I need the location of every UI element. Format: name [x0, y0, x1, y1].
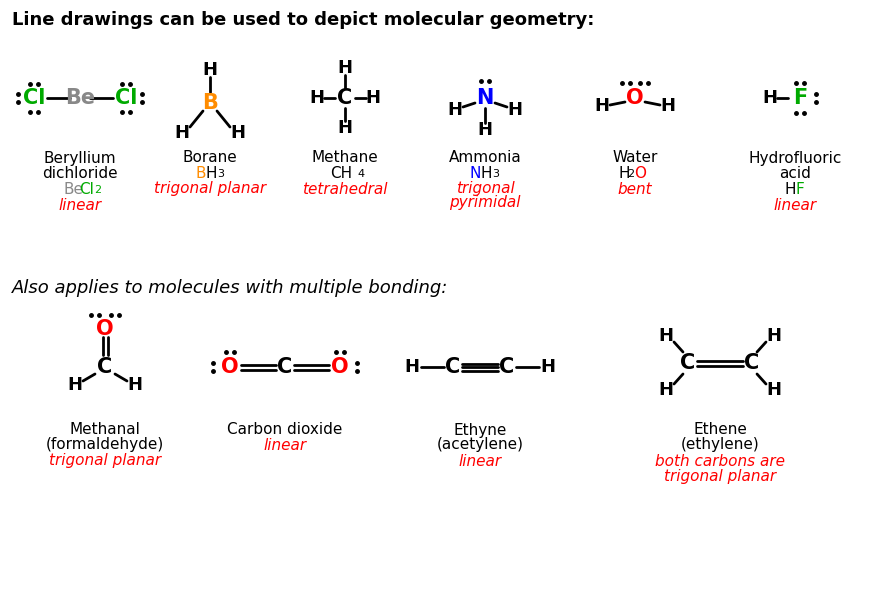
Text: Water: Water — [612, 150, 657, 166]
Text: H: H — [174, 124, 189, 142]
Text: H: H — [365, 89, 380, 107]
Text: 4: 4 — [357, 169, 364, 179]
Text: trigonal planar: trigonal planar — [49, 454, 161, 468]
Text: 2: 2 — [94, 185, 101, 195]
Text: both carbons are: both carbons are — [655, 454, 785, 468]
Text: Cl: Cl — [79, 182, 94, 196]
Text: Cl: Cl — [23, 88, 45, 108]
Text: Carbon dioxide: Carbon dioxide — [228, 422, 343, 438]
Text: H: H — [337, 59, 352, 77]
Text: acid: acid — [779, 166, 811, 181]
Text: C: C — [446, 357, 460, 377]
Text: Be: Be — [65, 88, 95, 108]
Text: pyrimidal: pyrimidal — [449, 195, 521, 211]
Text: Methane: Methane — [311, 150, 378, 166]
Text: C: C — [98, 357, 112, 377]
Text: H: H — [405, 358, 419, 376]
Text: H: H — [230, 124, 246, 142]
Text: H: H — [310, 89, 324, 107]
Text: O: O — [626, 88, 644, 108]
Text: H: H — [660, 97, 676, 115]
Text: O: O — [221, 357, 239, 377]
Text: trigonal planar: trigonal planar — [154, 182, 266, 196]
Text: tetrahedral: tetrahedral — [303, 182, 388, 196]
Text: C: C — [680, 353, 696, 373]
Text: linear: linear — [58, 198, 101, 214]
Text: H: H — [618, 166, 630, 181]
Text: N: N — [476, 88, 494, 108]
Text: 3: 3 — [217, 169, 224, 179]
Text: dichloride: dichloride — [42, 166, 118, 181]
Text: B: B — [195, 166, 206, 181]
Text: H: H — [762, 89, 778, 107]
Text: Be: Be — [63, 182, 83, 196]
Text: H: H — [541, 358, 555, 376]
Text: Ethene: Ethene — [693, 422, 747, 438]
Text: linear: linear — [459, 454, 501, 468]
Text: B: B — [202, 93, 218, 113]
Text: Cl: Cl — [115, 88, 137, 108]
Text: F: F — [793, 88, 807, 108]
Text: H: H — [595, 97, 610, 115]
Text: H: H — [447, 101, 462, 119]
Text: Ethyne: Ethyne — [453, 422, 507, 438]
Text: bent: bent — [617, 182, 652, 196]
Text: O: O — [96, 319, 114, 339]
Text: H: H — [67, 376, 83, 394]
Text: N: N — [469, 166, 480, 181]
Text: Methanal: Methanal — [70, 422, 140, 438]
Text: CH: CH — [330, 166, 352, 181]
Text: H: H — [766, 381, 781, 399]
Text: H: H — [337, 119, 352, 137]
Text: trigonal: trigonal — [456, 182, 514, 196]
Text: H: H — [202, 61, 217, 79]
Text: H: H — [658, 381, 673, 399]
Text: C: C — [337, 88, 352, 108]
Text: Line drawings can be used to depict molecular geometry:: Line drawings can be used to depict mole… — [12, 11, 595, 29]
Text: C: C — [500, 357, 514, 377]
Text: H: H — [508, 101, 522, 119]
Text: linear: linear — [773, 198, 816, 212]
Text: Ammonia: Ammonia — [448, 150, 521, 166]
Text: O: O — [331, 357, 349, 377]
Text: H: H — [127, 376, 142, 394]
Text: Beryllium: Beryllium — [44, 150, 116, 166]
Text: (ethylene): (ethylene) — [681, 438, 760, 453]
Text: H: H — [478, 121, 493, 139]
Text: Also applies to molecules with multiple bonding:: Also applies to molecules with multiple … — [12, 279, 448, 297]
Text: C: C — [745, 353, 760, 373]
Text: linear: linear — [263, 438, 307, 454]
Text: H: H — [658, 327, 673, 345]
Text: (acetylene): (acetylene) — [437, 438, 523, 453]
Text: C: C — [277, 357, 293, 377]
Text: (formaldehyde): (formaldehyde) — [46, 438, 164, 453]
Text: Hydrofluoric: Hydrofluoric — [748, 150, 841, 166]
Text: trigonal planar: trigonal planar — [664, 468, 776, 483]
Text: Borane: Borane — [182, 150, 237, 166]
Text: H: H — [784, 182, 795, 196]
Text: 3: 3 — [492, 169, 499, 179]
Text: O: O — [634, 166, 646, 181]
Text: 2: 2 — [627, 169, 634, 179]
Text: F: F — [795, 182, 804, 196]
Text: H: H — [766, 327, 781, 345]
Text: H: H — [205, 166, 216, 181]
Text: H: H — [480, 166, 492, 181]
